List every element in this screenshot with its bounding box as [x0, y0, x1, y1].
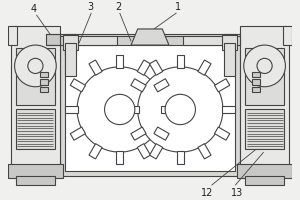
Polygon shape [89, 60, 102, 75]
Polygon shape [198, 144, 211, 159]
Bar [237, 164, 292, 178]
Circle shape [28, 58, 43, 73]
Polygon shape [222, 106, 235, 113]
Bar [283, 26, 292, 45]
Circle shape [104, 94, 135, 125]
Polygon shape [131, 79, 146, 92]
Text: 13: 13 [231, 188, 243, 198]
Polygon shape [131, 29, 169, 45]
Bar [60, 36, 240, 45]
Circle shape [77, 67, 162, 152]
Polygon shape [89, 144, 102, 159]
Polygon shape [70, 127, 85, 140]
Bar [40, 87, 48, 92]
Bar [46, 34, 60, 45]
Bar [245, 176, 284, 185]
Bar [222, 35, 237, 50]
Text: 4: 4 [31, 4, 37, 14]
Bar [224, 34, 235, 55]
Polygon shape [154, 79, 169, 92]
Bar [65, 36, 117, 45]
Polygon shape [150, 144, 163, 159]
Bar [240, 26, 289, 166]
Text: 2: 2 [116, 2, 122, 12]
Circle shape [257, 58, 272, 73]
Bar [40, 72, 48, 77]
Bar [183, 36, 235, 45]
Bar [65, 43, 235, 171]
Polygon shape [214, 127, 230, 140]
Polygon shape [214, 79, 230, 92]
Polygon shape [65, 106, 78, 113]
Polygon shape [150, 60, 163, 75]
Text: 1: 1 [175, 2, 182, 12]
Circle shape [244, 45, 285, 87]
Bar [224, 43, 235, 76]
Polygon shape [137, 144, 150, 159]
Text: 3: 3 [87, 2, 93, 12]
Bar [252, 79, 260, 85]
Bar [252, 87, 260, 92]
Bar [65, 43, 76, 76]
Bar [40, 79, 48, 85]
Bar [245, 48, 284, 105]
Bar [245, 109, 284, 149]
Bar [8, 26, 17, 45]
Polygon shape [176, 55, 184, 68]
Polygon shape [116, 151, 124, 164]
Text: 12: 12 [201, 188, 213, 198]
Polygon shape [176, 151, 184, 164]
Bar [60, 34, 240, 176]
Bar [252, 72, 260, 77]
Bar [63, 35, 78, 50]
Polygon shape [116, 55, 124, 68]
Polygon shape [70, 79, 85, 92]
Polygon shape [125, 106, 139, 113]
Bar [16, 109, 55, 149]
Bar [65, 34, 76, 55]
Bar [11, 26, 60, 166]
Circle shape [138, 67, 223, 152]
Polygon shape [137, 60, 150, 75]
Polygon shape [161, 106, 175, 113]
Polygon shape [198, 60, 211, 75]
Circle shape [165, 94, 196, 125]
Bar [16, 176, 55, 185]
Polygon shape [154, 127, 169, 140]
Circle shape [15, 45, 56, 87]
Bar [8, 164, 63, 178]
Bar [16, 48, 55, 105]
Polygon shape [131, 127, 146, 140]
